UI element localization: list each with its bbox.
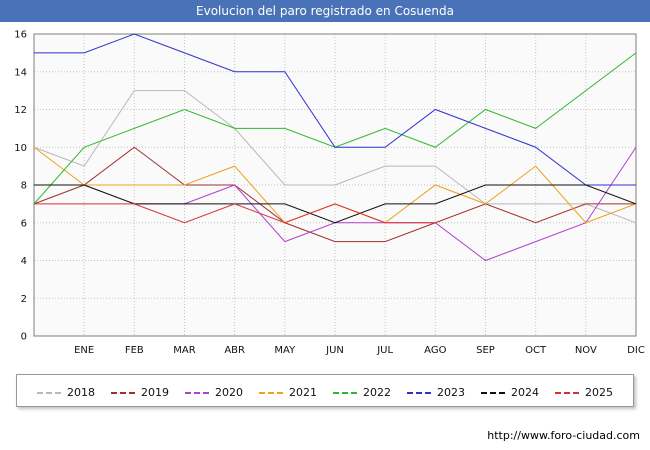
legend-label: 2020: [215, 386, 243, 399]
legend-label: 2021: [289, 386, 317, 399]
x-tick-label: JUL: [376, 345, 393, 356]
legend-label: 2024: [511, 386, 539, 399]
legend-line-sample: [259, 392, 283, 394]
legend-label: 2022: [363, 386, 391, 399]
paro-line-chart: 0 2 4 6 8 10 12 14 16 ENE FEB MAR ABR MAY JUN JUL AGO SEP…: [14, 30, 645, 357]
legend-item-2021: 2021: [259, 386, 317, 399]
x-tick-label: SEP: [476, 345, 495, 356]
legend-line-sample: [407, 392, 431, 394]
x-tick-label: JUN: [325, 345, 344, 356]
legend-item-2024: 2024: [481, 386, 539, 399]
legend-line-sample: [185, 392, 209, 394]
legend-line-sample: [555, 392, 579, 394]
series-line-2019: [33, 146, 636, 243]
y-tick-label: 2: [21, 294, 27, 305]
series-line-2025: [34, 203, 436, 224]
x-tick-label: FEB: [125, 345, 144, 356]
legend-line-sample: [481, 392, 505, 394]
legend-item-2025: 2025: [555, 386, 613, 399]
x-tick-label: AGO: [424, 345, 446, 356]
x-tick-label: MAY: [274, 345, 296, 356]
legend-label: 2019: [141, 386, 169, 399]
legend-area: 2018 2019 2020 2021 2022 2023 2024 2025: [0, 374, 650, 407]
x-tick-label: ENE: [74, 345, 94, 356]
legend-line-sample: [111, 392, 135, 394]
y-tick-label: 6: [21, 218, 27, 229]
legend-item-2019: 2019: [111, 386, 169, 399]
legend-label: 2025: [585, 386, 613, 399]
y-tick-label: 8: [21, 181, 27, 192]
x-tick-label: OCT: [525, 345, 547, 356]
legend-label: 2018: [67, 386, 95, 399]
legend-item-2018: 2018: [37, 386, 95, 399]
legend-line-sample: [333, 392, 357, 394]
legend-item-2022: 2022: [333, 386, 391, 399]
y-tick-label: 4: [21, 256, 27, 267]
legend-item-2020: 2020: [185, 386, 243, 399]
footer-url: http://www.foro-ciudad.com: [487, 429, 640, 442]
legend-label: 2023: [437, 386, 465, 399]
chart-title-bar: Evolucion del paro registrado en Cosuend…: [0, 0, 650, 22]
legend-box: 2018 2019 2020 2021 2022 2023 2024 2025: [16, 374, 634, 407]
series-line-2023: [34, 33, 636, 186]
x-tick-label: MAR: [173, 345, 195, 356]
y-tick-label: 10: [14, 143, 27, 154]
legend-line-sample: [37, 392, 61, 394]
chart-title: Evolucion del paro registrado en Cosuend…: [196, 4, 454, 18]
y-tick-label: 12: [14, 105, 27, 116]
series-line-2018: [33, 90, 637, 224]
x-tick-label: ABR: [224, 345, 245, 356]
x-tick-label: DIC: [627, 345, 645, 356]
y-tick-label: 14: [14, 67, 27, 78]
y-tick-label: 16: [14, 30, 27, 41]
legend-item-2023: 2023: [407, 386, 465, 399]
x-tick-label: NOV: [575, 345, 597, 356]
y-tick-label: 0: [21, 332, 27, 343]
